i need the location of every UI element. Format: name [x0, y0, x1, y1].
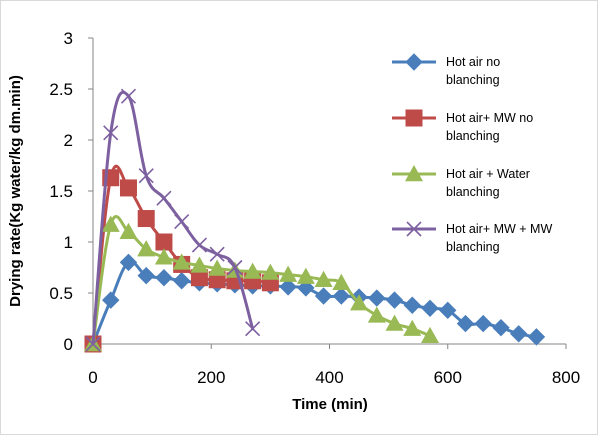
data-point-hot-air-water-blanching	[385, 314, 404, 331]
data-point-hot-air-mw-no-blanching	[119, 179, 137, 197]
legend: Hot air no blanching Hot air+ MW no blanchi…	[392, 53, 552, 254]
data-point-hot-air-no-blanching	[155, 268, 173, 287]
data-point-hot-air-mw-mw-blanching	[85, 336, 101, 352]
data-point-hot-air-mw-mw-blanching	[120, 88, 137, 104]
data-point-hot-air-no-blanching	[119, 253, 138, 272]
data-point-hot-air-mw-mw-blanching	[209, 246, 225, 262]
data-point-hot-air-no-blanching	[332, 287, 351, 305]
legend-marker	[405, 53, 423, 71]
data-point-hot-air-water-blanching	[314, 270, 333, 287]
legend-entry-hot-air-mw-no-blanching: Hot air+ MW no blanching	[392, 109, 533, 143]
data-point-hot-air-mw-mw-blanching	[245, 321, 261, 337]
data-point-hot-air-no-blanching	[474, 314, 492, 333]
series-layer	[84, 88, 546, 353]
legend-entry-hot-air-mw-mw-blanching: Hot air+ MW + MW blanching	[392, 221, 552, 254]
data-point-hot-air-mw-mw-blanching	[138, 168, 154, 184]
data-point-hot-air-mw-mw-blanching	[191, 237, 207, 253]
data-point-hot-air-water-blanching	[261, 263, 280, 280]
data-point-hot-air-mw-mw-blanching	[227, 259, 243, 276]
data-point-hot-air-no-blanching	[314, 287, 333, 305]
x-tick-label: 600	[434, 368, 462, 387]
data-point-hot-air-water-blanching	[296, 267, 315, 284]
y-tick-label: 1	[64, 233, 73, 252]
x-tick-label: 0	[88, 368, 97, 387]
data-point-hot-air-mw-mw-blanching	[103, 125, 119, 141]
data-point-hot-air-water-blanching	[243, 262, 262, 279]
data-point-hot-air-no-blanching	[456, 314, 475, 333]
data-point-hot-air-no-blanching	[297, 279, 315, 297]
data-point-hot-air-no-blanching	[509, 325, 528, 343]
data-point-hot-air-water-blanching	[154, 248, 173, 265]
data-point-hot-air-water-blanching	[350, 294, 369, 311]
legend-marker	[405, 165, 423, 182]
x-tick-label: 800	[552, 368, 580, 387]
data-point-hot-air-no-blanching	[439, 301, 457, 320]
series-hot-air-mw-mw-blanching	[85, 88, 261, 352]
y-axis-title: Drying rate(Kg water/kg dm.min)	[7, 75, 24, 307]
data-point-hot-air-no-blanching	[279, 278, 297, 296]
y-tick-label: 2.5	[49, 80, 73, 99]
tick-labels: 0 0.5 1 1.5 2 2.5 3 0 200 400 600 800	[49, 29, 580, 387]
legend-entry-hot-air-no-blanching: Hot air no blanching	[392, 53, 500, 87]
x-axis-title: Time (min)	[292, 396, 368, 413]
y-tick-label: 0	[64, 335, 73, 354]
legend-label: Hot air no blanching	[446, 55, 500, 87]
legend-label: Hot air + Water blanching	[446, 167, 530, 199]
data-point-hot-air-no-blanching	[385, 291, 404, 309]
data-point-hot-air-water-blanching	[101, 215, 120, 232]
data-point-hot-air-no-blanching	[527, 328, 546, 346]
data-point-hot-air-mw-no-blanching	[137, 210, 155, 228]
y-tick-label: 0.5	[49, 284, 73, 303]
data-point-hot-air-no-blanching	[172, 272, 191, 290]
legend-entry-hot-air-water-blanching: Hot air + Water blanching	[392, 165, 530, 199]
data-point-hot-air-water-blanching	[190, 256, 209, 273]
legend-marker	[406, 221, 422, 237]
legend-label: Hot air+ MW + MW blanching	[446, 222, 552, 254]
data-point-hot-air-no-blanching	[137, 266, 155, 285]
data-point-hot-air-water-blanching	[172, 253, 191, 270]
series-hot-air-no-blanching	[84, 253, 546, 353]
legend-marker	[405, 109, 423, 127]
data-point-hot-air-water-blanching	[279, 265, 298, 282]
legend-label: Hot air+ MW no blanching	[446, 111, 533, 143]
data-point-hot-air-water-blanching	[367, 306, 386, 323]
data-point-hot-air-no-blanching	[102, 291, 120, 309]
data-point-hot-air-no-blanching	[492, 318, 510, 337]
x-tick-label: 200	[197, 368, 225, 387]
data-point-hot-air-no-blanching	[421, 299, 439, 318]
data-point-hot-air-water-blanching	[332, 273, 351, 290]
x-tick-label: 400	[315, 368, 343, 387]
data-point-hot-air-mw-mw-blanching	[174, 214, 190, 230]
data-point-hot-air-no-blanching	[368, 289, 386, 307]
y-tick-label: 3	[64, 29, 73, 48]
data-point-hot-air-water-blanching	[421, 326, 440, 344]
data-point-hot-air-water-blanching	[403, 319, 422, 336]
y-tick-label: 2	[64, 131, 73, 150]
data-point-hot-air-no-blanching	[403, 296, 421, 314]
y-tick-label: 1.5	[49, 182, 73, 201]
data-point-hot-air-water-blanching	[119, 222, 138, 239]
data-point-hot-air-mw-no-blanching	[155, 233, 173, 251]
data-point-hot-air-mw-mw-blanching	[156, 190, 172, 206]
data-point-hot-air-water-blanching	[208, 259, 227, 276]
data-point-hot-air-water-blanching	[137, 240, 156, 257]
data-point-hot-air-mw-no-blanching	[190, 269, 208, 287]
